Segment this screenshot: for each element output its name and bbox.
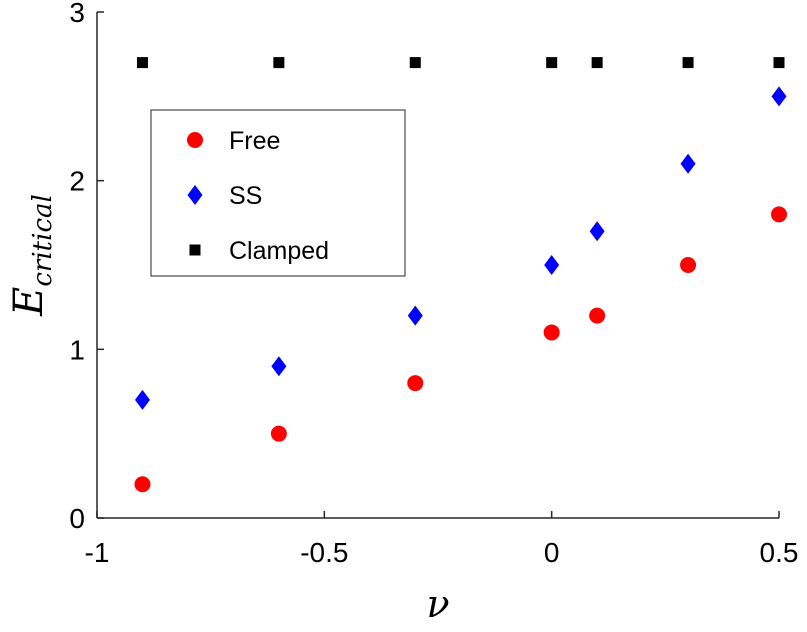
- clamped-point: [773, 57, 785, 69]
- clamped-point: [682, 57, 694, 69]
- y-tick-label: 3: [69, 0, 85, 28]
- ss-point: [407, 305, 423, 326]
- ss-point: [771, 86, 787, 107]
- free-point: [589, 307, 606, 324]
- clamped-point: [546, 57, 558, 69]
- axis-labels: ν Ecritical: [6, 194, 450, 626]
- legend-marker-clamped: [189, 244, 201, 256]
- y-tick-label: 0: [69, 503, 85, 534]
- legend-label-clamped: Clamped: [229, 237, 329, 265]
- free-point: [771, 206, 787, 223]
- y-tick-label: 1: [69, 334, 85, 365]
- x-tick-label: 0.5: [760, 537, 799, 568]
- y-axis-label: Ecritical: [6, 194, 58, 317]
- free-point: [680, 257, 697, 273]
- x-tick-label: -0.5: [300, 537, 348, 568]
- ss-point: [134, 389, 150, 410]
- legend-label-free: Free: [229, 127, 280, 155]
- free-point: [543, 324, 560, 341]
- x-axis-label: ν: [426, 582, 449, 626]
- clamped-point: [136, 57, 148, 69]
- y-tick-label: 2: [69, 166, 85, 197]
- ss-point: [271, 356, 287, 377]
- free-point: [407, 375, 424, 392]
- ss-point: [680, 153, 696, 174]
- data-points: [134, 57, 787, 493]
- y-axis-label-subscript: critical: [28, 194, 58, 286]
- x-tick-label: 0: [544, 537, 560, 568]
- clamped-point: [591, 57, 603, 69]
- y-axis-label-main: E: [6, 287, 52, 317]
- legend: Free SS Clamped: [150, 109, 406, 277]
- ss-point: [544, 255, 560, 275]
- clamped-point: [409, 57, 421, 69]
- ss-point: [589, 221, 605, 242]
- legend-marker-free: [187, 132, 203, 148]
- free-point: [134, 476, 151, 493]
- clamped-point: [273, 57, 285, 69]
- x-tick-label: -1: [85, 537, 110, 568]
- legend-marker-ss: [187, 185, 203, 205]
- legend-label-ss: SS: [229, 182, 262, 210]
- axes: -1 -0.5 0 0.5 0 1 2 3: [69, 0, 798, 568]
- free-point: [270, 425, 287, 442]
